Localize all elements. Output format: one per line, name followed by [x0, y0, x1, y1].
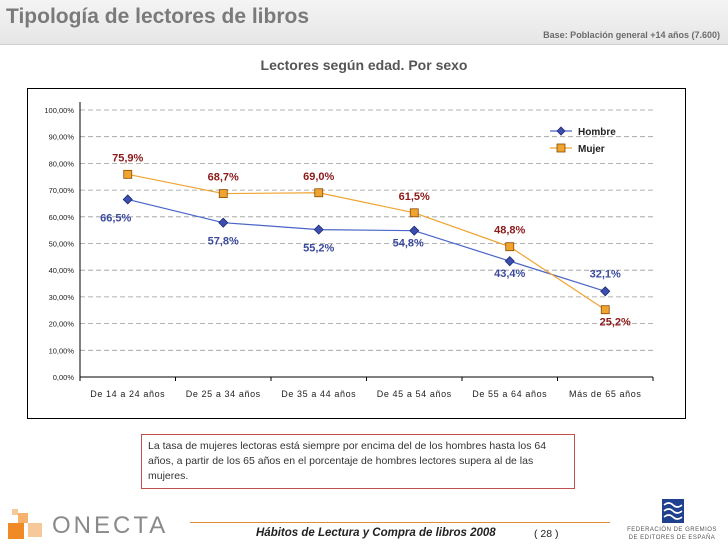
series-line-hombre: [127, 198, 606, 292]
y-tick-label: 50,00%: [49, 240, 75, 249]
base-note: Base: Población general +14 años (7.600): [543, 30, 720, 40]
data-point-mujer: [218, 189, 228, 198]
data-point-mujer: [409, 208, 419, 218]
fge-org-line2: DE EDITORES DE ESPAÑA: [628, 535, 716, 541]
footer-divider: [190, 522, 610, 523]
x-tick-label: De 25 a 34 años: [186, 389, 261, 399]
page-number: ( 28 ): [534, 528, 559, 540]
legend-label: Mujer: [578, 144, 605, 155]
y-tick-label: 90,00%: [49, 133, 75, 142]
page-title: Tipología de lectores de libros: [6, 5, 310, 28]
chart-area: 0,00% 10,00% 20,00% 30,00% 40,00% 50,00% 60,00…: [27, 88, 686, 419]
fge-org-name: FEDERACIÓN DE GREMIOS DE EDITORES DE ESP…: [622, 526, 722, 542]
data-label-mujer: 61,5%: [399, 191, 430, 203]
legend-marker-mujer: [556, 143, 566, 153]
conecta-logo-icon: [8, 509, 42, 539]
y-tick-label: 30,00%: [49, 293, 75, 302]
data-label-mujer: 68,7%: [208, 172, 239, 184]
legend-marker-hombre: [556, 126, 566, 136]
publication-title: Hábitos de Lectura y Compra de libros 20…: [256, 527, 496, 539]
y-tick-label: 20,00%: [49, 320, 75, 329]
data-point-hombre: [122, 194, 133, 205]
data-label-hombre: 55,2%: [303, 243, 334, 255]
data-label-mujer: 25,2%: [600, 317, 631, 329]
line-chart: 0,00% 10,00% 20,00% 30,00% 40,00% 50,00% 60,00…: [44, 102, 654, 399]
y-tick-label: 80,00%: [49, 159, 75, 168]
data-point-mujer: [123, 169, 133, 179]
x-tick-label: De 35 a 44 años: [281, 389, 356, 399]
series-line-mujer: [127, 173, 606, 311]
data-point-hombre: [600, 286, 611, 297]
data-label-hombre: 54,8%: [393, 238, 424, 250]
data-label-mujer: 69,0%: [303, 171, 334, 183]
data-label-hombre: 57,8%: [208, 236, 239, 248]
chart-title: Lectores según edad. Por sexo: [260, 57, 468, 73]
legend-label: Hombre: [578, 127, 616, 138]
data-point-mujer: [314, 188, 324, 198]
x-tick-label: Más de 65 años: [569, 389, 641, 399]
header-bar: Tipología de lectores de libros Base: Po…: [0, 0, 728, 45]
data-label-mujer: 75,9%: [112, 152, 143, 164]
data-point-mujer: [600, 305, 610, 315]
data-label-mujer: 48,8%: [494, 225, 525, 237]
note-box: La tasa de mujeres lectoras está siempre…: [141, 434, 575, 489]
y-tick-label: 10,00%: [49, 346, 75, 355]
conecta-logo-text: ONECTA: [52, 512, 169, 539]
fge-org-line1: FEDERACIÓN DE GREMIOS: [627, 527, 717, 533]
data-point-hombre: [504, 256, 515, 267]
y-tick-label: 40,00%: [49, 266, 75, 275]
x-tick-label: De 14 a 24 años: [90, 389, 165, 399]
data-point-hombre: [313, 224, 324, 235]
data-label-hombre: 32,1%: [590, 268, 621, 280]
y-tick-label: 60,00%: [49, 213, 75, 222]
data-label-hombre: 43,4%: [494, 268, 525, 280]
x-tick-label: De 55 a 64 años: [472, 389, 547, 399]
data-point-mujer: [505, 242, 515, 252]
fge-logo-icon: [662, 499, 684, 523]
y-tick-label: 70,00%: [49, 186, 75, 195]
data-label-hombre: 66,5%: [100, 212, 131, 224]
data-point-hombre: [409, 225, 420, 236]
data-point-hombre: [218, 217, 229, 228]
y-tick-label: 0,00%: [53, 373, 75, 382]
x-tick-label: De 45 a 54 años: [377, 389, 452, 399]
y-tick-label: 100,00%: [44, 106, 74, 115]
